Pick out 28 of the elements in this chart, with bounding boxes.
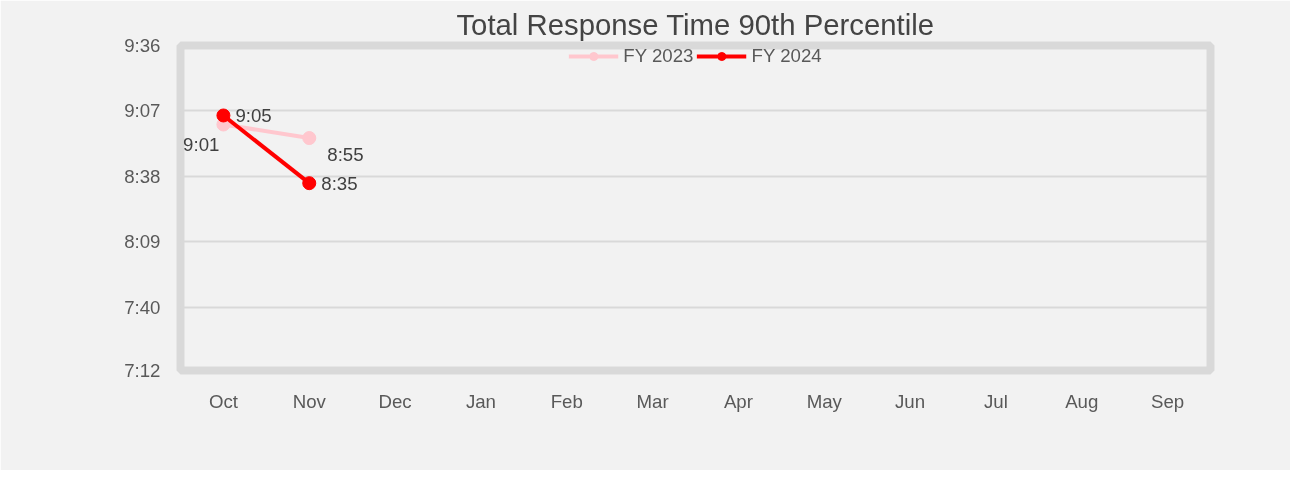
- y-tick-label: 9:36: [124, 35, 161, 56]
- x-tick-label: Mar: [636, 390, 669, 412]
- x-tick-label: Apr: [723, 390, 753, 412]
- y-tick-label: 8:38: [124, 165, 161, 187]
- y-tick-label: 9:07: [124, 100, 161, 122]
- x-tick-label: Jun: [895, 390, 926, 412]
- x-tick-label: Nov: [292, 390, 327, 412]
- point: [302, 131, 317, 146]
- data-label: 9:05: [235, 104, 272, 126]
- y-tick-label: 7:12: [124, 360, 161, 381]
- x-tick-label: Feb: [550, 390, 583, 412]
- x-tick-label: Jan: [465, 390, 496, 412]
- y-tick-label: 8:09: [124, 231, 161, 253]
- data-label: 8:35: [321, 172, 358, 194]
- legend-label: FY 2024: [751, 45, 822, 67]
- chart-title: Total Response Time 90th Percentile: [456, 7, 935, 41]
- legend-label: FY 2023: [623, 45, 694, 67]
- x-tick-label: May: [806, 390, 843, 412]
- point: [216, 108, 231, 123]
- point: [302, 176, 317, 191]
- y-tick-label: 7:40: [124, 296, 161, 318]
- x-tick-label: Oct: [208, 390, 239, 412]
- x-tick-label: Aug: [1065, 390, 1099, 412]
- x-tick-label: Dec: [378, 390, 412, 412]
- data-label: 8:55: [327, 144, 364, 166]
- data-label: 9:01: [183, 134, 220, 156]
- x-tick-label: Jul: [983, 390, 1008, 412]
- x-tick-label: Sep: [1150, 390, 1185, 412]
